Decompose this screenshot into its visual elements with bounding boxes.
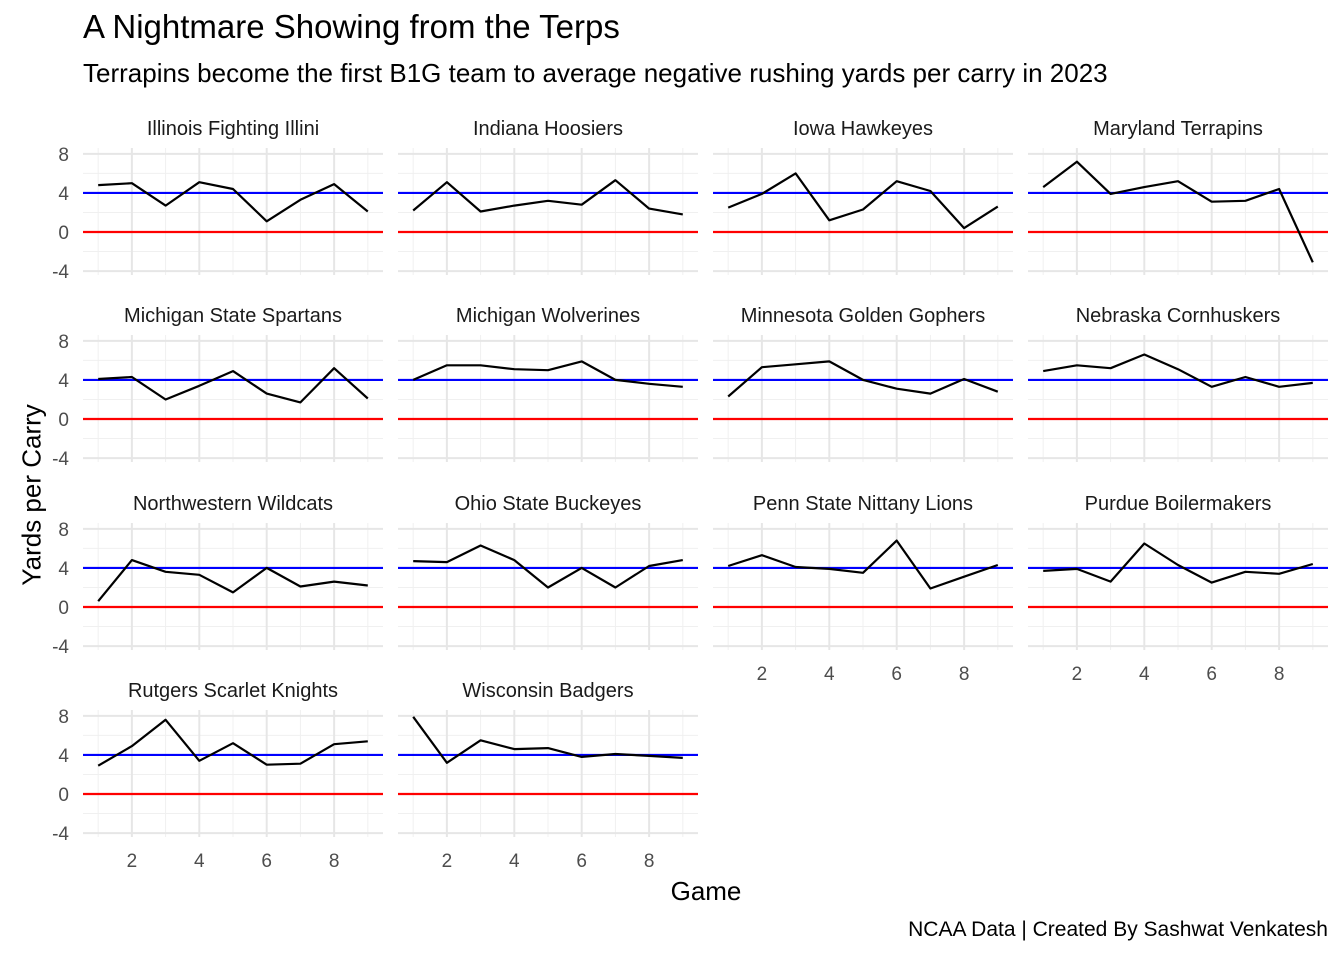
x-tick-label: 2 [442,851,453,872]
y-tick-label: 0 [58,785,69,806]
y-tick-label: -4 [52,449,69,470]
chart-caption: NCAA Data | Created By Sashwat Venkatesh [908,918,1328,941]
y-tick-label: 0 [58,223,69,244]
x-tick-label: 4 [1139,664,1150,685]
y-tick-label: -4 [52,262,69,283]
x-tick-label: 6 [1206,664,1217,685]
y-tick-label: 4 [58,371,69,392]
y-tick-label: 8 [58,145,69,166]
x-tick-label: 8 [644,851,655,872]
panel-wisconsin-badgers: Wisconsin Badgers 2 4 6 8 [398,680,698,872]
panel-indiana-hoosiers-line [412,179,683,216]
x-tick-label: 2 [757,664,768,685]
panel-michigan-wolverines-line [412,360,683,388]
panel-penn-state-nittany-lions-label: Penn State Nittany Lions [753,493,973,515]
panel-purdue-boilermakers-label: Purdue Boilermakers [1085,493,1272,515]
x-tick-label: 2 [1072,664,1083,685]
panel-nebraska-cornhuskers: Nebraska Cornhuskers [1028,305,1328,462]
y-tick-label: 0 [58,598,69,619]
chart-title: A Nightmare Showing from the Terps [83,8,620,45]
chart-subtitle: Terrapins become the first B1G team to a… [83,58,1108,88]
panel-penn-state-nittany-lions: Penn State Nittany Lions 2 4 6 8 [713,493,1013,685]
y-tick-label: 8 [58,520,69,541]
panel-purdue-boilermakers: Purdue Boilermakers 2 4 6 8 [1028,493,1328,685]
panel-rutgers-scarlet-knights-line [97,718,368,767]
x-tick-label: 6 [891,664,902,685]
panel-nebraska-cornhuskers-line [1043,353,1313,388]
x-axis-label: Game [670,876,742,906]
y-tick-label: -4 [52,824,69,845]
panel-michigan-state-spartans: Michigan State Spartans -4 0 4 8 [52,305,383,470]
x-tick-label: 6 [576,851,587,872]
panel-minnesota-golden-gophers-line [727,360,999,398]
x-tick-label: 4 [509,851,520,872]
panel-michigan-state-spartans-line [98,367,369,404]
x-tick-label: 4 [194,851,205,872]
panel-wisconsin-badgers-line [412,716,683,764]
panel-minnesota-golden-gophers: Minnesota Golden Gophers [713,305,1013,462]
panel-northwestern-wildcats-line [97,558,368,602]
panel-maryland-terrapins-line [1042,160,1314,263]
panel-maryland-terrapins: Maryland Terrapins [1028,118,1328,275]
panel-ohio-state-buckeyes: Ohio State Buckeyes [398,493,698,650]
panel-illinois-fighting-illini: Illinois Fighting Illini -4 0 4 8 [52,118,383,283]
panel-indiana-hoosiers-label: Indiana Hoosiers [473,118,623,140]
panel-ohio-state-buckeyes-line [413,544,683,589]
panel-ohio-state-buckeyes-label: Ohio State Buckeyes [455,493,642,515]
y-axis-label: Yards per Carry [16,404,47,586]
panel-penn-state-nittany-lions-line [727,539,999,590]
panel-northwestern-wildcats: Northwestern Wildcats -4 0 4 8 [52,493,383,658]
panel-michigan-wolverines-label: Michigan Wolverines [456,305,640,327]
panel-illinois-fighting-illini-line [98,181,369,223]
x-tick-label: 8 [959,664,970,685]
panel-rutgers-scarlet-knights: Rutgers Scarlet Knights -4 0 4 8 2 4 6 8 [52,680,383,872]
panel-northwestern-wildcats-label: Northwestern Wildcats [133,493,333,515]
x-tick-label: 8 [1274,664,1285,685]
panel-michigan-wolverines: Michigan Wolverines [398,305,698,462]
x-tick-label: 4 [824,664,835,685]
y-tick-label: 4 [58,184,69,205]
panel-rutgers-scarlet-knights-label: Rutgers Scarlet Knights [128,680,338,702]
y-tick-label: 8 [58,707,69,728]
panel-michigan-state-spartans-label: Michigan State Spartans [124,305,342,327]
y-tick-label: 4 [58,559,69,580]
panel-indiana-hoosiers: Indiana Hoosiers [398,118,698,275]
y-tick-label: 0 [58,410,69,431]
panel-iowa-hawkeyes-line [727,172,999,230]
y-tick-label: -4 [52,637,69,658]
x-tick-label: 8 [329,851,340,872]
panel-illinois-fighting-illini-label: Illinois Fighting Illini [147,118,319,140]
panel-maryland-terrapins-label: Maryland Terrapins [1093,118,1263,140]
x-tick-label: 6 [261,851,272,872]
panel-nebraska-cornhuskers-label: Nebraska Cornhuskers [1076,305,1281,327]
panel-minnesota-golden-gophers-label: Minnesota Golden Gophers [741,305,986,327]
panel-wisconsin-badgers-label: Wisconsin Badgers [462,680,633,702]
panel-iowa-hawkeyes: Iowa Hawkeyes [713,118,1013,275]
y-tick-label: 4 [58,746,69,767]
x-tick-label: 2 [127,851,138,872]
panel-iowa-hawkeyes-label: Iowa Hawkeyes [793,118,933,140]
panel-purdue-boilermakers-line [1043,542,1314,584]
y-tick-label: 8 [58,332,69,353]
